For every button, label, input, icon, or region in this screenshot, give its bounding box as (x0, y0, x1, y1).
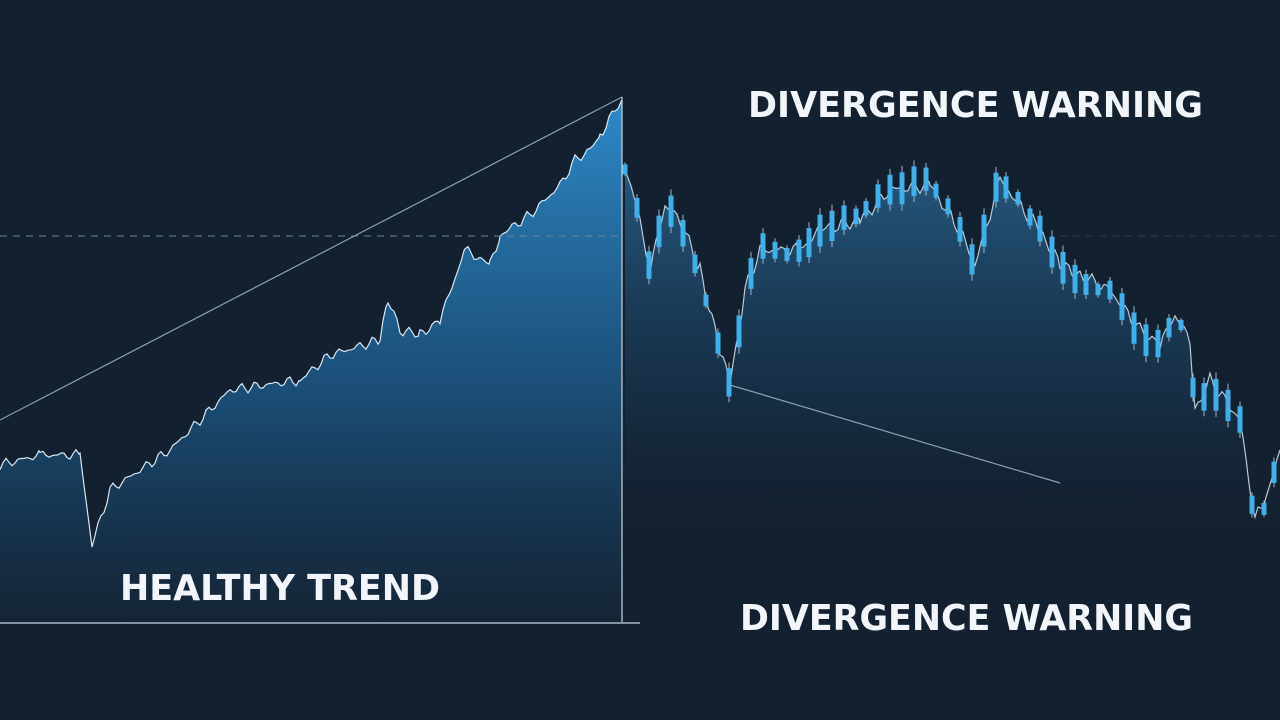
left-area (0, 100, 622, 623)
candle-body (933, 183, 939, 198)
candle-body (692, 254, 698, 273)
right-area (625, 169, 1280, 560)
candle-body (1072, 264, 1078, 294)
candle-body (1237, 406, 1243, 433)
candle-body (1037, 215, 1043, 242)
candle-body (760, 233, 766, 259)
candle-body (1015, 192, 1021, 205)
divergence-line (729, 384, 1061, 484)
bottom-right-label: DIVERGENCE WARNING (740, 598, 1193, 639)
candle-body (993, 172, 999, 202)
candle-body (1249, 495, 1255, 514)
candle-body (1049, 236, 1055, 268)
candle-body (1003, 176, 1009, 199)
candle-body (911, 166, 917, 197)
candle-body (703, 294, 709, 307)
candle-body (634, 198, 640, 218)
candle-body (715, 332, 721, 354)
candle-body (668, 195, 674, 227)
candle-body (796, 239, 802, 262)
candle-body (945, 198, 951, 215)
candle-body (923, 167, 929, 191)
candle-body (1261, 503, 1267, 515)
candle-body (1225, 389, 1231, 422)
price-drawing (0, 99, 1280, 623)
candle-body (1131, 312, 1137, 344)
candle-body (1155, 329, 1161, 358)
candle-body (726, 368, 732, 397)
candle-body (899, 172, 905, 205)
candle-body (748, 258, 754, 289)
candle-body (1271, 461, 1277, 483)
candle-body (1119, 293, 1125, 320)
candle-body (1143, 324, 1149, 356)
candle-body (680, 220, 686, 247)
candle-body (1107, 280, 1113, 300)
candle-body (1201, 383, 1207, 411)
left-label: HEALTHY TREND (120, 568, 440, 609)
candle-body (806, 228, 812, 258)
candle-body (656, 215, 662, 248)
candle-body (1166, 317, 1172, 338)
candle-body (736, 315, 742, 348)
candle-body (1083, 274, 1089, 295)
top-right-label: DIVERGENCE WARNING (748, 85, 1203, 126)
candle-body (1190, 377, 1196, 398)
candle-body (622, 164, 628, 175)
trend-line (0, 96, 623, 421)
candle-body (863, 201, 869, 216)
candle-body (1095, 284, 1101, 296)
candle-body (817, 214, 823, 247)
candle-body (1060, 251, 1066, 284)
candle-body (841, 205, 847, 230)
candle-body (1027, 208, 1033, 226)
candle-body (853, 208, 859, 225)
candle-body (1213, 378, 1219, 411)
candle-body (784, 247, 790, 261)
candle-body (829, 210, 835, 241)
candle-body (957, 217, 963, 242)
candle-body (646, 251, 652, 279)
candle-body (772, 241, 778, 259)
candle-body (875, 184, 881, 208)
left-price-line (0, 99, 623, 548)
candle-body (981, 214, 987, 247)
candle-body (969, 244, 975, 275)
candle-body (887, 174, 893, 205)
candle-body (1178, 319, 1184, 331)
